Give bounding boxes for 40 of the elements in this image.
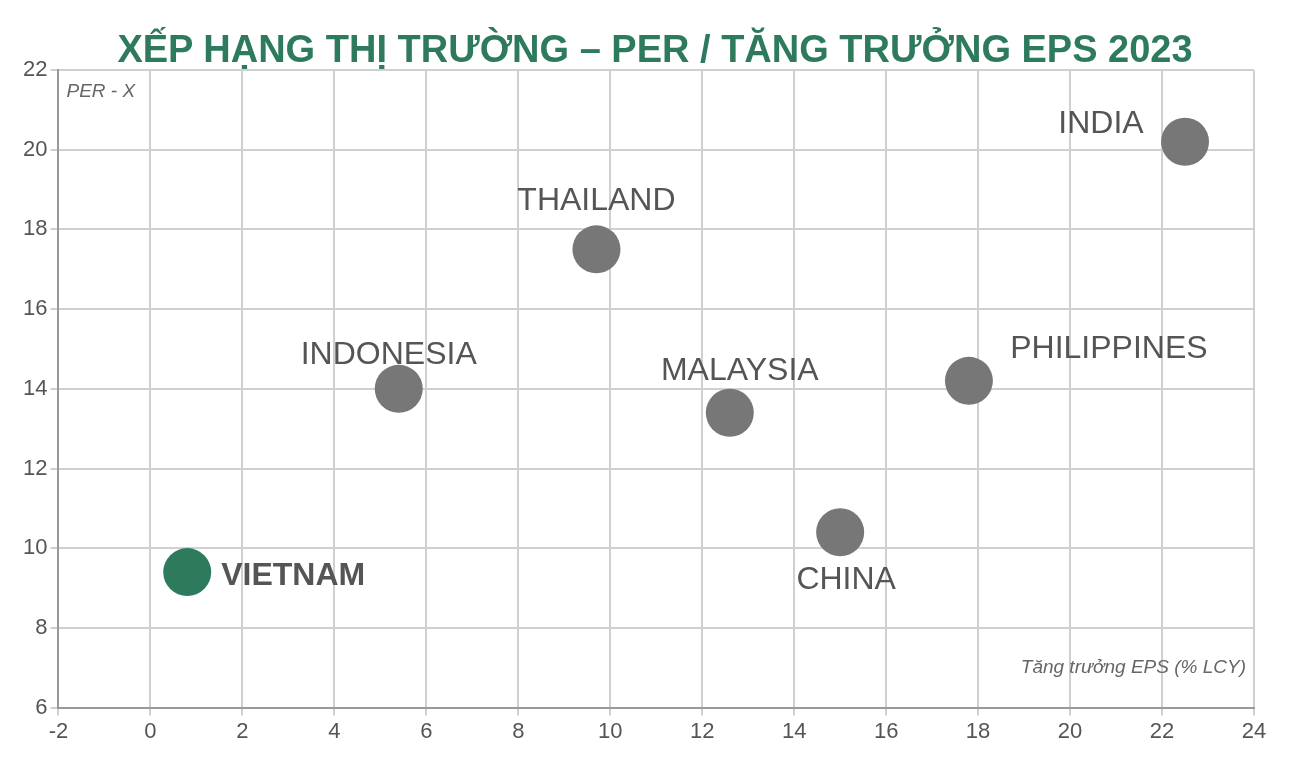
annotation: VIETNAM <box>221 555 366 592</box>
point <box>1161 117 1210 166</box>
y-tick-label: 22 <box>22 56 48 82</box>
chart-title: XẾP HẠNG THỊ TRƯỜNG – PER / TĂNG TRƯỞNG EPS 2023 <box>117 27 1193 71</box>
x-tick-label: 0 <box>144 717 157 743</box>
x-axis-title: Tăng trưởng EPS (% LCY) <box>1020 655 1246 677</box>
x-tick-label: 8 <box>512 717 525 743</box>
y-tick-label: 20 <box>22 135 48 161</box>
x-tick-label: 22 <box>1149 717 1175 743</box>
y-tick-label: 16 <box>22 295 48 321</box>
y-tick-label: 14 <box>22 374 48 400</box>
point <box>572 225 621 274</box>
y-tick-label: 18 <box>22 215 48 241</box>
point <box>944 356 993 405</box>
x-tick-label: 24 <box>1241 717 1267 743</box>
point <box>374 364 423 413</box>
annotation: INDONESIA <box>300 334 478 371</box>
annotation: MALAYSIA <box>660 350 820 387</box>
point <box>163 548 212 597</box>
x-tick-label: 18 <box>965 717 991 743</box>
y-tick-label: 12 <box>22 454 48 480</box>
point <box>816 508 865 557</box>
x-tick-label: 12 <box>689 717 715 743</box>
x-tick-label: 6 <box>420 717 433 743</box>
x-tick-label: -2 <box>48 717 69 743</box>
annotation: INDIA <box>1058 103 1145 140</box>
annotation: PHILIPPINES <box>1010 328 1208 365</box>
x-tick-label: 20 <box>1057 717 1083 743</box>
x-tick-label: 10 <box>598 717 623 743</box>
x-tick-label: 4 <box>328 717 341 743</box>
y-axis-title: PER - X <box>66 80 137 102</box>
x-tick-label: 16 <box>873 717 899 743</box>
point <box>705 388 754 437</box>
y-tick-label: 8 <box>35 613 48 639</box>
y-tick-label: 10 <box>22 534 48 560</box>
x-tick-label: 14 <box>781 717 807 743</box>
x-tick-label: 2 <box>236 717 249 743</box>
y-tick-label: 6 <box>35 693 48 719</box>
annotation: CHINA <box>796 560 897 597</box>
annotation: THAILAND <box>517 181 676 218</box>
